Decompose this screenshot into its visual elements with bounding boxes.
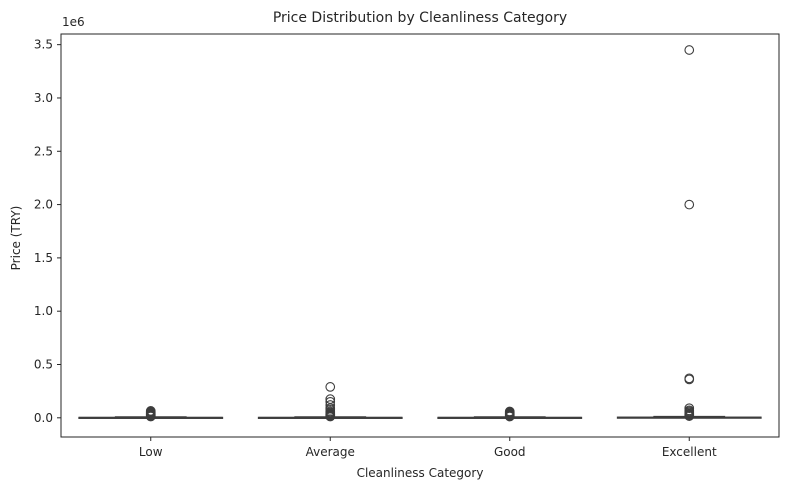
x-axis-label: Cleanliness Category — [357, 466, 484, 480]
plot-area: 0.0 0.5 1.0 1.5 2.0 2.5 3.0 3.5 Low Average Good Ex… — [34, 33, 780, 459]
x-tick-label: Average — [306, 445, 355, 459]
outlier-point — [325, 394, 336, 405]
y-tick-label: 1.5 — [34, 251, 53, 265]
x-tick-label: Low — [139, 445, 163, 459]
outlier-point — [325, 396, 336, 407]
outlier-point — [504, 406, 515, 417]
outlier-point — [684, 45, 695, 55]
y-offset-label: 1e6 — [62, 15, 85, 29]
plot-frame — [60, 33, 780, 438]
outlier-point — [325, 400, 336, 410]
y-tick-label: 1.0 — [34, 304, 53, 318]
outlier-point — [684, 199, 695, 210]
y-tick-label: 0.0 — [34, 411, 53, 425]
outlier-point — [325, 382, 336, 392]
y-tick-label: 0.5 — [34, 358, 53, 372]
outlier-point — [684, 403, 695, 414]
y-axis-label: Price (TRY) — [9, 206, 23, 271]
y-tick-label: 3.0 — [34, 91, 53, 105]
y-tick-label: 2.0 — [34, 198, 53, 212]
x-tick-label: Good — [494, 445, 526, 459]
y-tick-label: 2.5 — [34, 144, 53, 158]
y-tick-label: 3.5 — [34, 38, 53, 52]
outlier-point — [145, 406, 156, 416]
chart-title: Price Distribution by Cleanliness Catego… — [273, 10, 567, 26]
x-tick-label: Excellent — [662, 445, 717, 459]
outlier-point — [684, 373, 695, 384]
